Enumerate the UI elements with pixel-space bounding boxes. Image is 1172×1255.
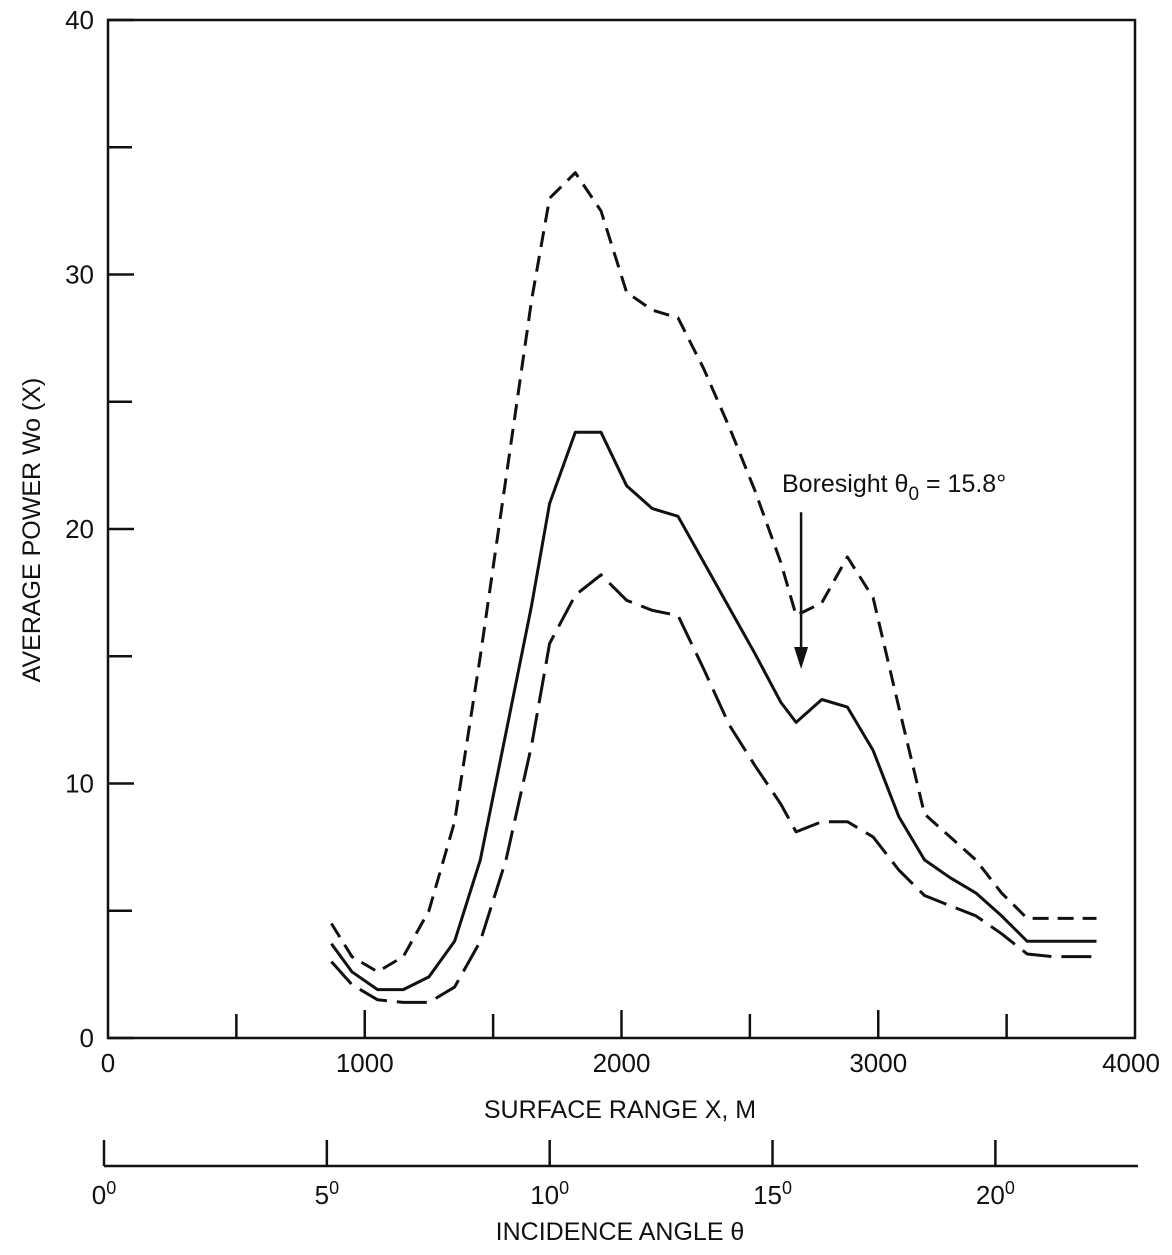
series-line-long-dash xyxy=(330,573,1097,1004)
y-axis-title: AVERAGE POWER Wo (X) xyxy=(18,378,46,683)
annotation-subscript: 0 xyxy=(908,484,919,505)
annotation-label: Boresight θ xyxy=(782,470,908,498)
x-tick-label: 2000 xyxy=(593,1048,651,1078)
secondary-tick-degree: 0 xyxy=(782,1178,792,1198)
annotation-arrow-head xyxy=(794,646,809,669)
secondary-tick-degree: 0 xyxy=(559,1178,569,1198)
annotation-value: = 15.8° xyxy=(919,470,1006,498)
secondary-tick-label: 150 xyxy=(753,1178,792,1210)
series-line-solid xyxy=(330,430,1097,992)
y-tick-label: 30 xyxy=(65,260,94,290)
y-tick-label: 0 xyxy=(80,1023,94,1053)
secondary-tick-label: 50 xyxy=(315,1178,339,1210)
x-tick-label: 1000 xyxy=(336,1048,394,1078)
secondary-tick-value: 15 xyxy=(753,1180,782,1210)
y-tick-label: 20 xyxy=(65,514,94,544)
secondary-tick-degree: 0 xyxy=(1005,1178,1015,1198)
secondary-tick-label: 100 xyxy=(530,1178,569,1210)
y-tick-label: 40 xyxy=(65,5,94,35)
secondary-axis-title: INCIDENCE ANGLE θ xyxy=(496,1218,745,1246)
x-axis-title: SURFACE RANGE X, M xyxy=(484,1096,756,1124)
series-line-short-dash xyxy=(330,171,1097,974)
secondary-tick-value: 5 xyxy=(315,1180,329,1210)
secondary-tick-label: 00 xyxy=(92,1178,116,1210)
x-tick-label: 0 xyxy=(101,1048,115,1078)
x-axis-ticks: 0 1000 2000 3000 4000 xyxy=(101,1010,1160,1078)
secondary-tick-value: 20 xyxy=(976,1180,1005,1210)
y-tick-label: 10 xyxy=(65,769,94,799)
y-axis-ticks: 0 10 20 30 40 xyxy=(65,5,134,1053)
x-tick-label: 4000 xyxy=(1102,1048,1160,1078)
secondary-tick-degree: 0 xyxy=(106,1178,116,1198)
annotation-group: Boresight θ0 = 15.8° xyxy=(782,470,1006,669)
secondary-tick-label: 200 xyxy=(976,1178,1015,1210)
annotation-text: Boresight θ0 = 15.8° xyxy=(782,470,1006,505)
x-tick-label: 3000 xyxy=(849,1048,907,1078)
secondary-tick-degree: 0 xyxy=(329,1178,339,1198)
secondary-tick-value: 10 xyxy=(530,1180,559,1210)
secondary-tick-value: 0 xyxy=(92,1180,106,1210)
series-group xyxy=(330,171,1097,1004)
